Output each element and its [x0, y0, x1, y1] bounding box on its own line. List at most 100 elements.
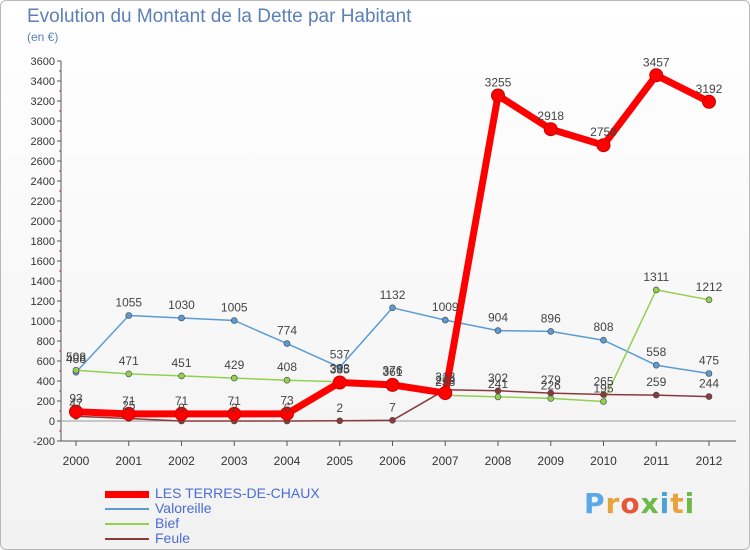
y-tick-label: 0 [49, 416, 55, 428]
data-label: 71 [122, 394, 136, 408]
data-point [702, 94, 716, 109]
data-label: 471 [119, 354, 139, 368]
series-layer [69, 68, 716, 425]
x-tick-label: 2009 [537, 454, 564, 468]
data-label: 385 [330, 363, 350, 377]
legend-label: LES TERRES-DE-CHAUX [155, 485, 320, 501]
data-label: 488 [66, 352, 86, 366]
data-label: 71 [175, 394, 189, 408]
data-point [121, 406, 136, 421]
data-label: 808 [593, 320, 613, 334]
data-point [438, 386, 453, 401]
legend-swatch [105, 538, 149, 540]
x-tick-label: 2007 [432, 454, 459, 468]
data-label: 312 [435, 370, 455, 384]
data-label: 241 [488, 377, 508, 391]
y-tick-label: 2000 [31, 216, 55, 228]
data-label: 226 [541, 378, 561, 392]
y-tick-label: 3400 [31, 76, 55, 88]
y-tick-label: 800 [37, 336, 55, 348]
y-tick-label: 2400 [31, 176, 55, 188]
data-point [596, 138, 611, 153]
data-point [125, 312, 133, 319]
x-tick-label: 2012 [696, 454, 723, 468]
data-label: 195 [593, 382, 613, 396]
x-tick-label: 2008 [485, 454, 512, 468]
data-label: 774 [277, 324, 297, 338]
x-tick-label: 2000 [63, 454, 90, 468]
x-tick-label: 2005 [326, 454, 353, 468]
data-label: 1311 [643, 270, 669, 284]
data-point [227, 406, 242, 421]
data-label: 2 [336, 401, 343, 415]
data-label: 3255 [485, 76, 512, 90]
y-tick-label: 2200 [31, 196, 55, 208]
data-label: 2 [231, 401, 238, 415]
data-label: 376 [382, 363, 402, 377]
data-label: 896 [541, 311, 561, 325]
legend-swatch [105, 490, 149, 498]
data-label: 429 [224, 358, 244, 372]
data-point [174, 406, 189, 421]
y-tick-label: 1200 [31, 296, 55, 308]
data-label: 1030 [168, 298, 195, 312]
data-label: 279 [541, 373, 561, 387]
proxiti-logo: Proxiti [584, 487, 696, 520]
y-tick-label: 3600 [31, 56, 55, 68]
data-label: 1005 [221, 301, 248, 315]
y-tick-label: 3200 [31, 96, 55, 108]
data-label: 1212 [696, 280, 723, 294]
data-point [600, 391, 607, 398]
data-point [491, 88, 505, 103]
data-point [494, 387, 502, 395]
data-point [389, 416, 396, 424]
data-label: 258 [435, 375, 455, 389]
legend-label: Feule [155, 530, 191, 546]
x-tick-label: 2010 [590, 454, 617, 468]
y-tick-label: 1400 [31, 276, 55, 288]
legend-swatch [105, 523, 149, 525]
data-label: 302 [488, 371, 508, 385]
data-label: 451 [171, 356, 191, 370]
x-tick-label: 2002 [168, 454, 195, 468]
y-tick-label: 400 [37, 376, 55, 388]
y-tick-label: 3000 [31, 116, 55, 128]
y-tick-label: 2600 [31, 156, 55, 168]
data-point [230, 317, 238, 324]
data-point [178, 372, 185, 380]
x-tick-label: 2006 [379, 454, 406, 468]
data-label: 3192 [696, 82, 723, 96]
axes: -200 0 200 400 600 800 1000 1200 1400 1600 1800 200… [31, 56, 736, 468]
data-label: 279 [435, 373, 455, 387]
data-label: 259 [646, 375, 666, 389]
y-tick-label: 600 [37, 356, 55, 368]
data-label: 475 [699, 354, 719, 368]
x-tick-label: 2001 [115, 454, 142, 468]
data-point [178, 314, 185, 322]
data-point [652, 391, 660, 399]
data-label: 393 [330, 362, 350, 376]
data-point [280, 406, 294, 421]
data-label: 47 [69, 396, 83, 410]
data-point [336, 417, 344, 425]
y-tick-label: 2800 [31, 136, 55, 148]
data-point [72, 366, 80, 374]
data-point [547, 389, 555, 397]
data-point [125, 370, 133, 378]
data-point [69, 404, 83, 419]
data-point [652, 286, 660, 294]
data-point [336, 363, 344, 371]
data-label: 408 [277, 360, 297, 374]
data-point [649, 68, 664, 83]
data-label: 3457 [643, 55, 670, 69]
chart-title: Evolution du Montant de la Dette par Hab… [27, 6, 412, 27]
data-label: 361 [382, 365, 402, 379]
legend-label: Valoreille [155, 500, 212, 516]
data-label: 1055 [115, 296, 142, 310]
legend-label: Bief [155, 515, 180, 531]
data-point [600, 398, 607, 405]
data-label: 1009 [432, 300, 459, 314]
data-point [705, 370, 713, 377]
legend-swatch [105, 508, 149, 510]
data-point [600, 336, 607, 344]
